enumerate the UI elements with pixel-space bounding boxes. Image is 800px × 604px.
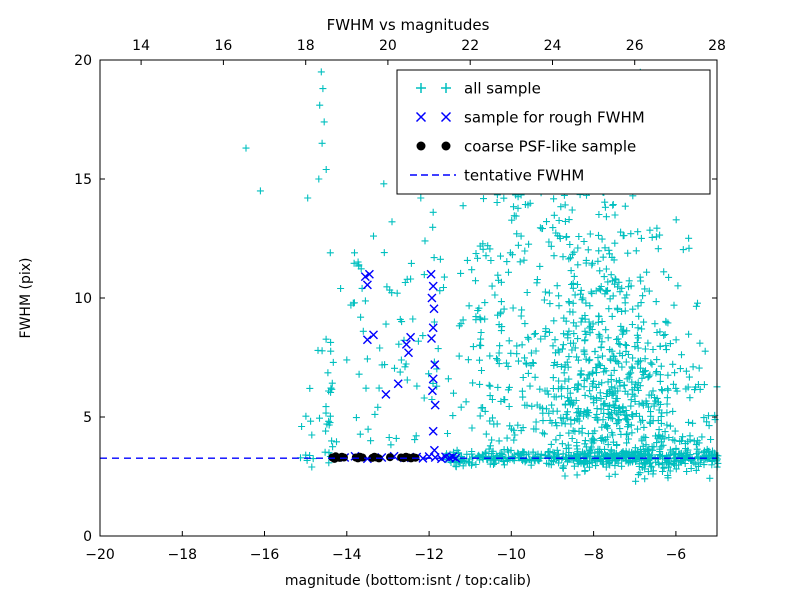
axis-ticks: −20 −18 −16 −14 −12 −10 −8 −6 14 16 18 20 22 24 26 28 0 5…: [74, 38, 726, 563]
svg-text:5: 5: [83, 410, 92, 426]
svg-text:−14: −14: [332, 547, 362, 563]
legend-box: [396, 69, 711, 195]
svg-text:15: 15: [74, 172, 92, 188]
legend-label-all-sample: all sample: [464, 79, 541, 97]
svg-text:−6: −6: [666, 547, 687, 563]
svg-text:26: 26: [626, 38, 644, 54]
axes-frame: [99, 59, 718, 537]
all-sample-points: [242, 68, 722, 485]
x-axis-label: magnitude (bottom:isnt / top:calib): [285, 573, 531, 589]
coarse-psf-points: [328, 452, 420, 463]
svg-text:20: 20: [379, 38, 397, 54]
svg-text:18: 18: [297, 38, 315, 54]
svg-text:−12: −12: [414, 547, 444, 563]
svg-text:0: 0: [83, 529, 92, 545]
legend-label-rough-fwhm: sample for rough FWHM: [464, 108, 645, 126]
legend: all sample sample for rough FWHM coarse …: [396, 69, 711, 195]
legend-label-coarse-psf: coarse PSF-like sample: [464, 137, 636, 155]
svg-text:−20: −20: [85, 547, 115, 563]
svg-text:10: 10: [74, 291, 92, 307]
svg-text:−16: −16: [250, 547, 280, 563]
legend-markers: [410, 83, 456, 176]
svg-text:20: 20: [74, 53, 92, 69]
svg-text:24: 24: [544, 38, 562, 54]
svg-text:22: 22: [461, 38, 479, 54]
svg-text:16: 16: [214, 38, 232, 54]
svg-text:14: 14: [132, 38, 150, 54]
svg-text:−8: −8: [583, 547, 604, 563]
y-axis-label: FWHM (pix): [18, 258, 34, 339]
legend-label-tentative-fwhm: tentative FWHM: [464, 166, 584, 184]
chart-title: FWHM vs magnitudes: [327, 16, 490, 34]
svg-text:28: 28: [708, 38, 726, 54]
svg-text:−10: −10: [497, 547, 527, 563]
svg-text:−18: −18: [168, 547, 198, 563]
